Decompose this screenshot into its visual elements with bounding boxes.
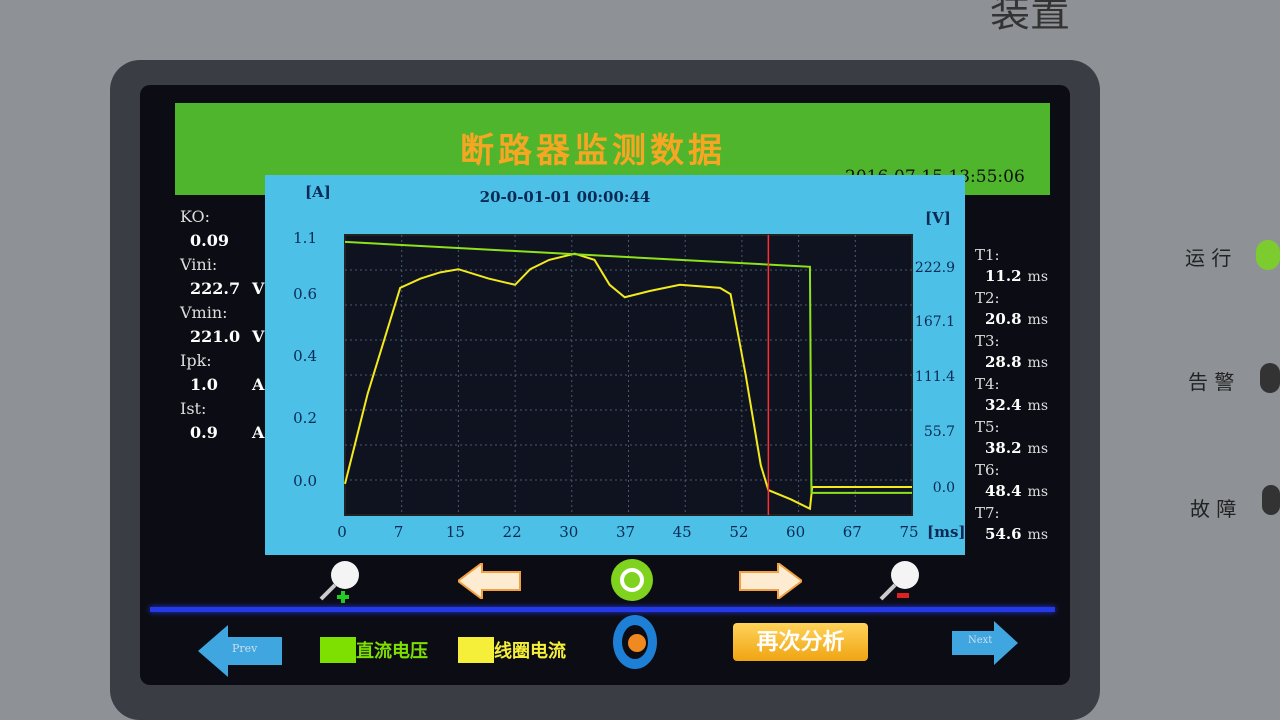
y-left-tick-label: 0.4 xyxy=(293,347,317,365)
y-right-tick-label: 111.4 xyxy=(915,369,955,385)
y-right-tick-label: 167.1 xyxy=(915,314,955,330)
refresh-button[interactable] xyxy=(610,558,654,606)
y-right-axis-label: [V] xyxy=(925,209,951,227)
vmin-label: Vmin: xyxy=(180,303,228,322)
legend-current: 线圈电流 xyxy=(458,637,566,663)
next-arrow-icon xyxy=(952,621,1018,665)
run-indicator-label: 运 行 xyxy=(1185,246,1232,270)
fault-indicator-label: 故 障 xyxy=(1190,497,1237,521)
zoom-in-icon xyxy=(319,561,359,603)
x-tick-label: 67 xyxy=(843,523,862,541)
t1-label: T1: xyxy=(975,246,1000,264)
alarm-indicator-label: 告 警 xyxy=(1188,370,1235,394)
y-right-tick-label: 55.7 xyxy=(924,424,955,440)
arrow-right-icon xyxy=(739,561,804,601)
y-left-tick-label: 0.6 xyxy=(293,285,317,303)
ist-value: 0.9 A xyxy=(190,423,265,442)
swirl-logo-icon xyxy=(613,615,657,669)
ipk-label: Ipk: xyxy=(180,351,212,370)
divider xyxy=(150,607,1055,612)
t3-label: T3: xyxy=(975,332,1000,350)
alarm-led-icon xyxy=(1260,363,1280,393)
prev-label: Prev xyxy=(232,642,258,655)
y-right-tick-label: 222.9 xyxy=(915,260,955,276)
t2-value: 20.8 ms xyxy=(985,310,1049,328)
x-tick-label: 22 xyxy=(503,523,522,541)
x-axis-label: [ms] xyxy=(927,523,965,541)
prev-arrow-icon xyxy=(198,625,282,677)
x-tick-label: 52 xyxy=(729,523,748,541)
scroll-left-button[interactable] xyxy=(456,561,522,603)
t4-label: T4: xyxy=(975,375,1000,393)
t4-value: 32.4 ms xyxy=(985,396,1049,414)
t6-value: 48.4 ms xyxy=(985,482,1049,500)
arrow-left-icon xyxy=(456,561,521,601)
fault-led-icon xyxy=(1262,485,1280,515)
t5-label: T5: xyxy=(975,418,1000,436)
x-tick-label: 60 xyxy=(786,523,805,541)
t2-label: T2: xyxy=(975,289,1000,307)
next-button[interactable]: Next xyxy=(952,621,1018,669)
x-tick-label: 30 xyxy=(559,523,578,541)
next-label: Next xyxy=(968,635,993,646)
x-tick-label: 37 xyxy=(616,523,635,541)
y-left-tick-label: 0.0 xyxy=(293,472,317,490)
y-left-tick-label: 0.2 xyxy=(293,409,317,427)
ko-label: KO: xyxy=(180,207,211,226)
t7-value: 54.6 ms xyxy=(985,525,1049,543)
run-led-icon xyxy=(1256,240,1280,270)
ist-label: Ist: xyxy=(180,399,207,418)
logo xyxy=(610,613,660,675)
y-left-axis-label: [A] xyxy=(305,183,331,201)
t5-value: 38.2 ms xyxy=(985,439,1049,457)
refresh-icon xyxy=(611,559,653,601)
prev-button[interactable]: Prev xyxy=(198,625,282,681)
t3-value: 28.8 ms xyxy=(985,353,1049,371)
waveform-chart[interactable]: 0 7 15 22 30 37 45 52 60 67 75 0.0 0.2 0.4 0.6 1.1 0.0 55… xyxy=(265,175,965,555)
x-tick-label: 0 xyxy=(337,523,347,541)
y-right-tick-label: 0.0 xyxy=(933,480,955,496)
legend-voltage: 直流电压 xyxy=(320,637,428,663)
measurement-panel: KO: 0.09 Vini: 222.7 V Vmin: 221.0 V Ipk: … xyxy=(180,205,270,445)
y-left-tick-label: 1.1 xyxy=(293,229,317,247)
t6-label: T6: xyxy=(975,461,1000,479)
x-tick-label: 75 xyxy=(899,523,918,541)
vini-label: Vini: xyxy=(180,255,218,274)
reanalyze-button[interactable]: 再次分析 xyxy=(733,623,868,661)
zoom-in-button[interactable] xyxy=(315,557,365,609)
x-tick-label: 15 xyxy=(446,523,465,541)
ipk-value: 1.0 A xyxy=(190,375,265,394)
screen: 断路器监测数据 2016-07-15 13:55:06 KO: 0.09 Vin… xyxy=(140,85,1070,685)
series-line-dc-voltage xyxy=(344,240,912,494)
current-swatch xyxy=(458,637,494,663)
page-title: 断路器监测数据 xyxy=(460,131,726,171)
zoom-out-icon xyxy=(879,561,919,601)
legend-voltage-label: 直流电压 xyxy=(356,641,428,662)
t1-value: 11.2 ms xyxy=(985,267,1049,285)
record-time: 20-0-01-01 00:00:44 xyxy=(480,188,651,206)
chart-panel: 0 7 15 22 30 37 45 52 60 67 75 0.0 0.2 0.4 0.6 1.1 0.0 55… xyxy=(265,175,965,555)
vmin-value: 221.0 V xyxy=(190,327,265,346)
ko-value: 0.09 xyxy=(190,231,229,250)
timing-panel: T1: 11.2 ms T2: 20.8 ms T3: 28.8 ms T4: 32.4 ms… xyxy=(975,245,1070,546)
scroll-right-button[interactable] xyxy=(738,561,804,603)
x-tick-label: 7 xyxy=(394,523,404,541)
t7-label: T7: xyxy=(975,504,1000,522)
x-tick-label: 45 xyxy=(673,523,692,541)
zoom-out-button[interactable] xyxy=(875,557,925,609)
brand-text: 装置 xyxy=(990,0,1070,36)
vini-value: 222.7 V xyxy=(190,279,265,298)
voltage-swatch xyxy=(320,637,356,663)
legend-current-label: 线圈电流 xyxy=(494,641,566,662)
